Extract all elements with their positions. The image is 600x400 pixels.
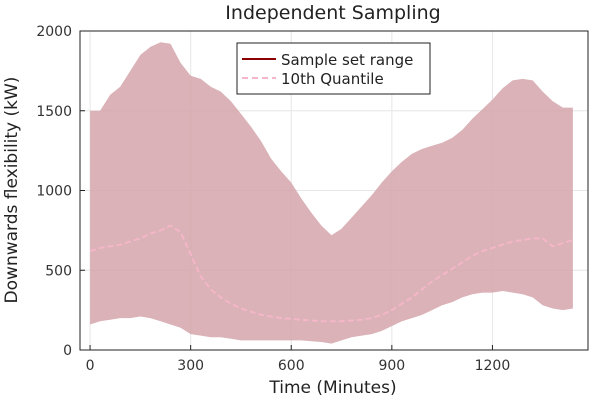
x-tick-label: 900 — [378, 358, 405, 374]
quantile-line-layer — [89, 224, 574, 323]
y-tick-label: 1000 — [36, 184, 72, 200]
x-tick-labels: 0 300 600 900 1200 — [86, 358, 511, 374]
y-tick-label: 500 — [45, 263, 72, 279]
x-tick-label: 0 — [86, 358, 95, 374]
x-tick-label: 1200 — [475, 358, 511, 374]
legend: Sample set range 10th Quantile — [236, 42, 431, 95]
x-tick-label: 300 — [177, 358, 204, 374]
ticks — [80, 30, 493, 351]
x-tick-label: 600 — [278, 358, 305, 374]
y-tick-label: 0 — [63, 343, 72, 359]
y-tick-label: 1500 — [36, 104, 72, 120]
y-tick-label: 2000 — [36, 24, 72, 40]
y-axis-title: Downwards flexibility (kW) — [2, 77, 22, 304]
quantile-line — [89, 224, 574, 323]
legend-label-10th-quantile: 10th Quantile — [281, 70, 384, 88]
x-axis-title: Time (Minutes) — [268, 378, 396, 398]
legend-box — [236, 42, 431, 95]
y-tick-labels: 0 500 1000 1500 2000 — [36, 24, 72, 359]
chart-title: Independent Sampling — [225, 2, 440, 24]
legend-label-sample-range: Sample set range — [281, 51, 413, 69]
